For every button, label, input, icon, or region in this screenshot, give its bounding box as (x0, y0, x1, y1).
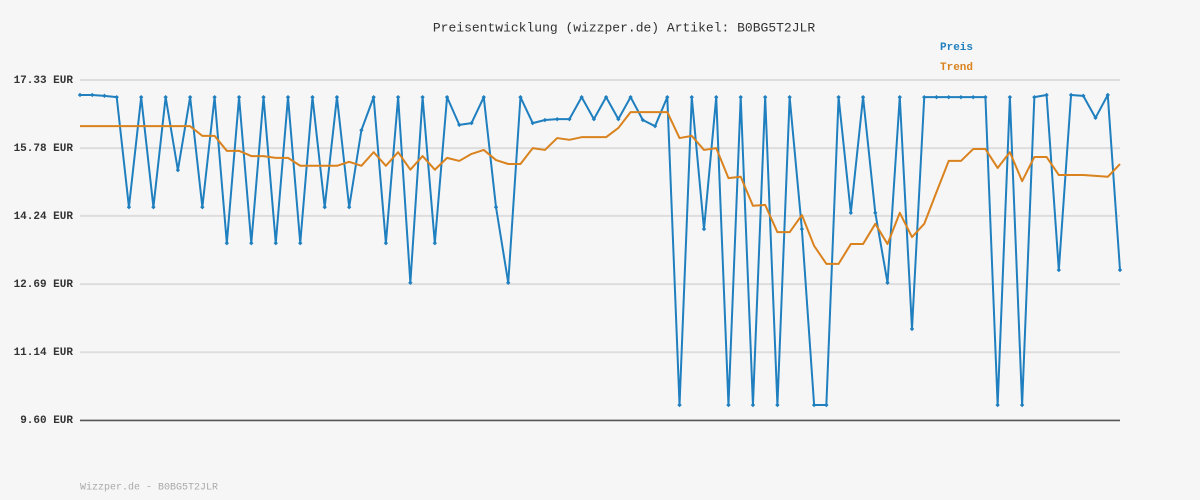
point-marker (175, 167, 181, 173)
point-marker (1032, 94, 1037, 100)
point-marker (652, 123, 658, 129)
point-marker (310, 94, 315, 100)
chart-title: Preisentwicklung (wizzper.de) Artikel: B… (433, 20, 815, 35)
point-marker (958, 94, 964, 100)
point-marker (701, 226, 707, 232)
point-marker (946, 94, 951, 100)
point-marker (616, 116, 621, 122)
y-tick-label: 12.69 EUR (14, 279, 74, 291)
point-marker (224, 240, 230, 246)
point-marker (1105, 92, 1110, 98)
point-marker (995, 402, 1000, 408)
point-marker (934, 94, 939, 100)
point-marker (1056, 267, 1062, 273)
point-marker (836, 94, 841, 100)
point-marker (236, 94, 242, 100)
point-marker (261, 94, 266, 100)
point-marker (298, 240, 303, 246)
series-line (80, 111, 1121, 265)
point-marker (738, 94, 743, 100)
point-marker (860, 94, 866, 100)
point-marker (371, 94, 376, 100)
point-marker (750, 402, 756, 408)
point-marker (395, 94, 401, 100)
point-marker (346, 204, 352, 210)
y-tick-label: 14.24 EUR (14, 211, 74, 223)
point-marker (677, 402, 682, 408)
y-tick-label: 17.33 EUR (14, 75, 74, 87)
point-marker (138, 94, 144, 100)
point-marker (909, 326, 915, 332)
point-marker (530, 120, 535, 126)
point-marker (322, 204, 327, 210)
footer: Wizzper.de - B0BG5T2JLR (80, 482, 218, 494)
point-marker (542, 117, 548, 123)
y-tick-label: 9.60 EUR (20, 415, 73, 427)
point-marker (848, 210, 854, 216)
point-marker (1044, 92, 1049, 98)
point-marker (383, 240, 389, 246)
point-marker (811, 402, 817, 408)
point-marker (1019, 402, 1025, 408)
point-marker (1081, 93, 1086, 99)
point-marker (665, 94, 670, 100)
legend-label: Trend (940, 62, 973, 74)
point-marker (970, 94, 976, 100)
point-marker (481, 94, 486, 100)
point-marker (444, 94, 450, 100)
point-marker (126, 204, 132, 210)
series-line (80, 93, 1121, 407)
point-marker (151, 204, 156, 210)
point-marker (432, 240, 438, 246)
point-marker (983, 94, 988, 100)
point-marker (285, 94, 291, 100)
point-marker (591, 116, 597, 122)
point-marker (200, 204, 205, 210)
point-marker (897, 94, 902, 100)
point-marker (799, 226, 805, 232)
y-tick-label: 11.14 EUR (14, 347, 74, 359)
point-marker (114, 94, 119, 100)
point-marker (873, 210, 878, 216)
point-marker (469, 120, 474, 126)
point-marker (1117, 267, 1123, 273)
point-marker (824, 402, 829, 408)
point-marker (726, 402, 731, 408)
point-marker (775, 402, 780, 408)
point-marker (640, 117, 646, 123)
point-marker (885, 280, 890, 285)
point-marker (1068, 92, 1074, 98)
point-marker (628, 94, 633, 100)
point-marker (579, 94, 584, 100)
point-marker (518, 94, 523, 100)
point-marker (493, 204, 499, 210)
point-marker (603, 94, 609, 100)
point-marker (77, 92, 83, 98)
point-marker (457, 122, 462, 128)
point-marker (334, 94, 340, 100)
y-tick-label: 15.78 EUR (14, 143, 74, 155)
point-marker (922, 94, 927, 100)
point-marker (567, 116, 572, 122)
point-marker (506, 280, 511, 285)
point-marker (163, 94, 168, 100)
point-marker (689, 94, 694, 100)
point-marker (787, 94, 792, 100)
point-marker (359, 127, 364, 133)
point-marker (714, 94, 719, 100)
point-marker (90, 92, 95, 98)
legend-label: Preis (940, 42, 973, 54)
point-marker (420, 94, 425, 100)
point-marker (212, 94, 217, 100)
point-marker (187, 94, 193, 100)
point-marker (249, 240, 254, 246)
point-marker (554, 116, 560, 122)
point-marker (102, 93, 107, 99)
point-marker (1007, 94, 1013, 100)
point-marker (762, 94, 768, 100)
point-marker (273, 240, 278, 246)
point-marker (1093, 115, 1098, 121)
point-marker (408, 280, 413, 285)
